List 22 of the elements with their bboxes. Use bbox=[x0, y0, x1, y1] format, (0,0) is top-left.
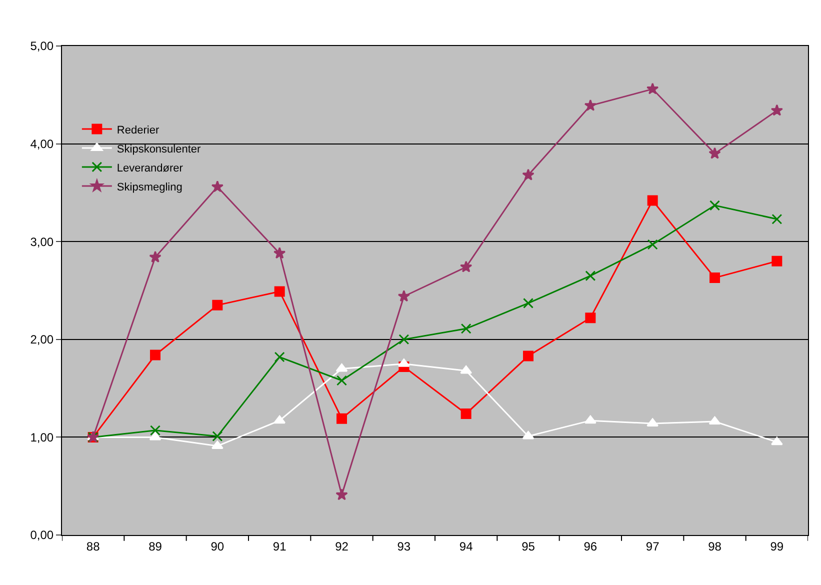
x-tick-label: 92 bbox=[335, 539, 349, 554]
y-tick-label: 5,00 bbox=[30, 39, 54, 54]
x-tick-label: 97 bbox=[646, 539, 660, 554]
x-tick-label: 89 bbox=[148, 539, 162, 554]
x-tick-label: 91 bbox=[272, 539, 287, 554]
x-tick-label: 95 bbox=[522, 539, 536, 554]
y-tick-label: 3,00 bbox=[30, 234, 54, 249]
x-tick-label: 93 bbox=[397, 539, 411, 554]
y-tick-label: 4,00 bbox=[30, 137, 54, 151]
y-tick-label: 2,00 bbox=[30, 332, 54, 347]
y-tick-label: 1,00 bbox=[30, 430, 54, 444]
x-tick-label: 98 bbox=[708, 539, 722, 554]
legend-label: Skipsmegling bbox=[116, 181, 182, 194]
legend-label: Rederier bbox=[116, 124, 160, 136]
x-tick-label: 90 bbox=[210, 539, 224, 554]
legend-label: Skipskonsulenter bbox=[116, 143, 202, 156]
x-tick-label: 94 bbox=[459, 539, 474, 554]
x-tick-label: 99 bbox=[770, 539, 784, 554]
legend-label: Leverandører bbox=[116, 162, 184, 174]
x-tick-label: 88 bbox=[86, 539, 100, 554]
y-tick-label: 0,00 bbox=[30, 528, 54, 542]
x-tick-label: 96 bbox=[584, 539, 598, 554]
